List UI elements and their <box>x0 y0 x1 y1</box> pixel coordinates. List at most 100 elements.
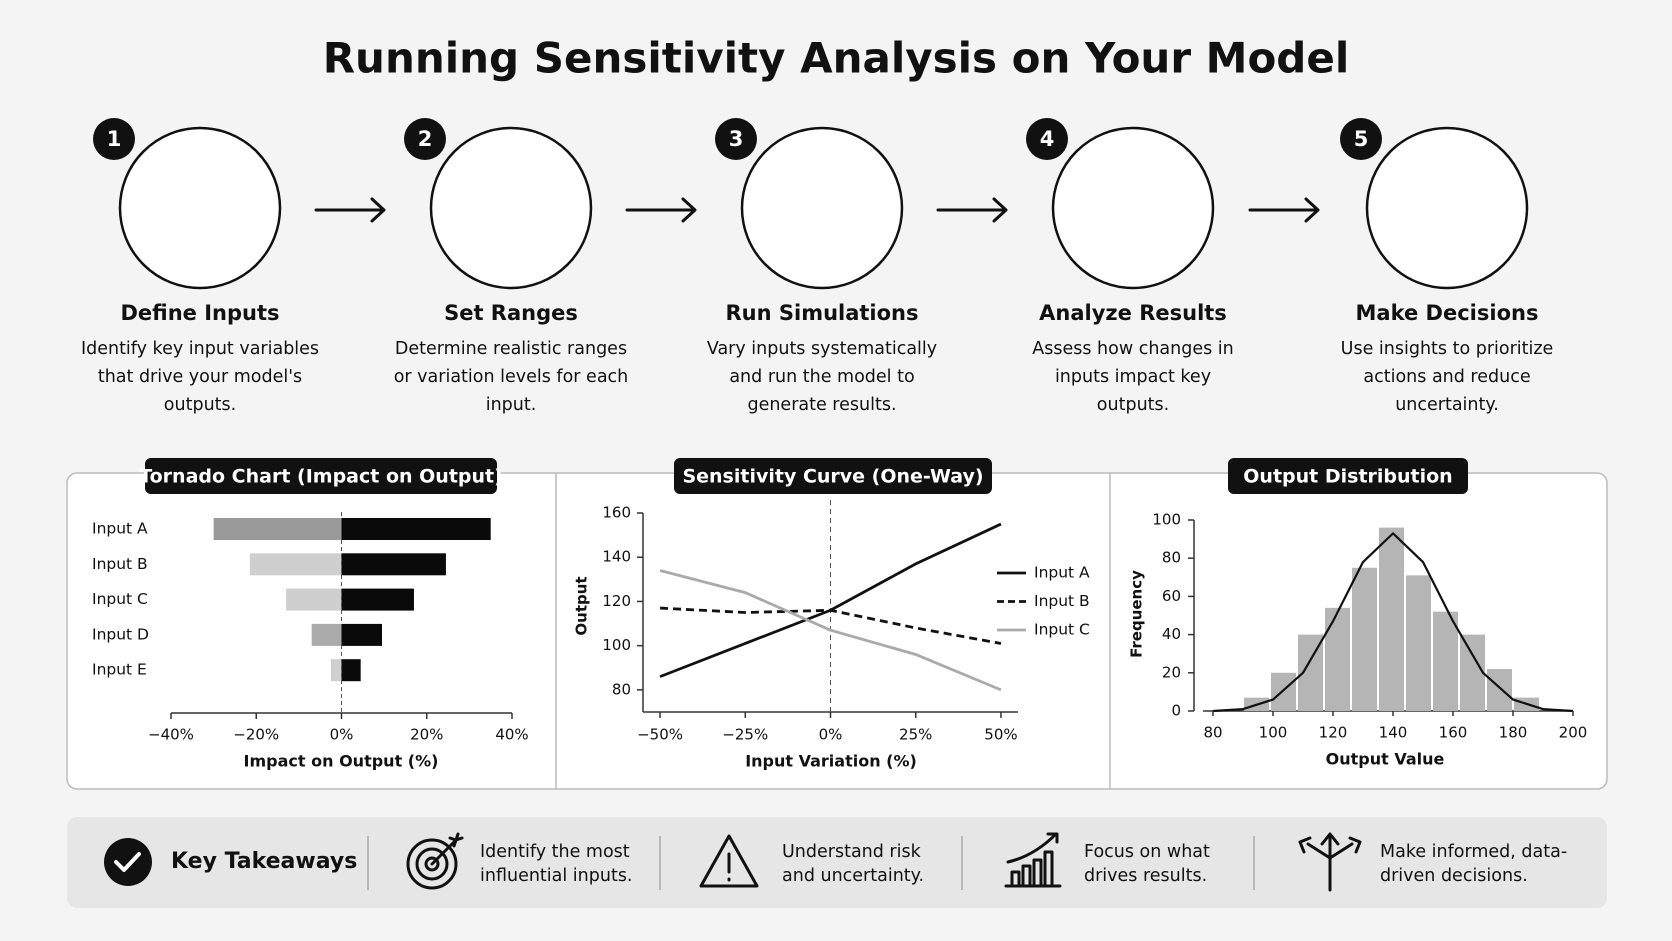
y-tick-label: 120 <box>602 592 631 610</box>
x-tick-label: 120 <box>1319 724 1348 742</box>
step-description: that drive your model's <box>98 367 302 387</box>
bar <box>330 659 342 682</box>
legend-label: Input A <box>1034 564 1090 582</box>
x-tick-label: −40% <box>148 726 194 744</box>
chart-title-pill <box>1228 458 1468 494</box>
step-description: and run the model to <box>729 367 914 387</box>
takeaway-dividers <box>367 836 1255 890</box>
chart-title: Output Distribution <box>1243 466 1452 488</box>
step-number: 2 <box>418 127 433 151</box>
bar <box>341 588 414 611</box>
x-tick-label: −20% <box>233 726 279 744</box>
step-badge <box>1026 118 1068 160</box>
step-circle <box>1365 126 1529 290</box>
takeaway-text: Make informed, data- <box>1380 842 1567 862</box>
takeaway-text: drives results. <box>1084 866 1207 886</box>
x-tick-label: −25% <box>722 726 768 744</box>
x-tick-label: 0% <box>819 726 843 744</box>
y-tick-label: Input B <box>92 555 148 573</box>
bar <box>341 623 382 646</box>
icon-growth <box>1004 832 1062 888</box>
x-tick-label: 160 <box>1439 724 1468 742</box>
histogram-bar <box>1460 634 1485 711</box>
x-tick-label: 50% <box>984 726 1017 744</box>
x-tick-label: 140 <box>1379 724 1408 742</box>
histogram-bar <box>1271 672 1296 711</box>
step-description: Vary inputs systematically <box>707 339 937 359</box>
step-badge <box>93 118 135 160</box>
step-description: Identify key input variables <box>81 339 319 359</box>
step-number: 1 <box>107 127 122 151</box>
histogram-bar <box>1325 607 1350 711</box>
y-tick-label: Input A <box>92 520 148 538</box>
step-title: Make Decisions <box>1356 301 1539 325</box>
step-description: actions and reduce <box>1363 367 1530 387</box>
y-tick-label: 0 <box>1171 702 1181 720</box>
y-tick-label: 100 <box>602 636 631 654</box>
chart-title: Tornado Chart (Impact on Output) <box>139 466 503 488</box>
bar <box>249 553 342 576</box>
check-icon <box>104 838 152 886</box>
step-title: Analyze Results <box>1039 301 1227 325</box>
arrows <box>314 197 1320 223</box>
step-badge <box>715 118 757 160</box>
x-tick-label: 25% <box>899 726 932 744</box>
legend-label: Input C <box>1034 621 1090 639</box>
x-tick-label: 80 <box>1203 724 1222 742</box>
y-tick-label: 60 <box>1162 587 1181 605</box>
step-description: or variation levels for each <box>394 367 629 387</box>
takeaway-text: driven decisions. <box>1380 866 1528 886</box>
page-title: Running Sensitivity Analysis on Your Mod… <box>323 34 1350 83</box>
step-description: inputs impact key <box>1055 367 1211 387</box>
takeaways-title: Key Takeaways <box>171 849 357 874</box>
step-description: Assess how changes in <box>1032 339 1233 359</box>
chart-title-pill <box>674 458 992 494</box>
series-line <box>659 569 1002 692</box>
x-tick-label: 0% <box>330 726 354 744</box>
step-title: Run Simulations <box>725 301 918 325</box>
legend-label: Input B <box>1034 592 1090 610</box>
histogram-bar <box>1406 575 1431 711</box>
takeaway-text: Focus on what <box>1084 842 1210 862</box>
step-circle <box>429 126 593 290</box>
chart-title: Sensitivity Curve (One-Way) <box>682 466 983 488</box>
takeaway-text: Understand risk <box>782 842 922 862</box>
step-description: input. <box>486 395 537 415</box>
x-axis-label: Output Value <box>1326 750 1445 769</box>
x-axis-label: Input Variation (%) <box>745 752 917 771</box>
bar <box>311 623 342 646</box>
histogram-bar <box>1352 567 1377 711</box>
x-axis-label: Impact on Output (%) <box>244 752 439 771</box>
series-line <box>659 606 1002 645</box>
step-description: Determine realistic ranges <box>395 339 627 359</box>
step-circle <box>118 126 282 290</box>
histogram-bar <box>1487 668 1512 711</box>
step-description: outputs. <box>1097 395 1169 415</box>
bar <box>341 518 491 540</box>
step-description: Use insights to prioritize <box>1341 339 1554 359</box>
x-tick-label: −50% <box>637 726 683 744</box>
y-tick-label: 160 <box>602 504 631 522</box>
step-number: 4 <box>1040 127 1055 151</box>
y-axis-label: Output <box>573 576 591 635</box>
step-description: uncertainty. <box>1395 395 1499 415</box>
check-mark <box>114 852 141 872</box>
histogram-bar <box>1433 611 1458 711</box>
distribution-curve <box>1212 532 1574 713</box>
x-tick-label: 100 <box>1259 724 1288 742</box>
x-tick-label: 180 <box>1499 724 1528 742</box>
step-circle <box>740 126 904 290</box>
x-tick-label: 20% <box>410 726 443 744</box>
bar <box>213 518 342 540</box>
y-tick-label: 100 <box>1152 511 1181 529</box>
y-tick-label: 80 <box>1162 549 1181 567</box>
takeaway-text: Identify the most <box>480 842 630 862</box>
y-tick-label: 20 <box>1162 663 1181 681</box>
y-tick-label: 80 <box>612 680 631 698</box>
x-tick-label: 200 <box>1559 724 1588 742</box>
bar <box>341 553 446 576</box>
takeaway-text: influential inputs. <box>480 866 633 886</box>
takeaway-text: and uncertainty. <box>782 866 924 886</box>
y-axis-label: Frequency <box>1128 570 1146 658</box>
step-number: 5 <box>1354 127 1369 151</box>
